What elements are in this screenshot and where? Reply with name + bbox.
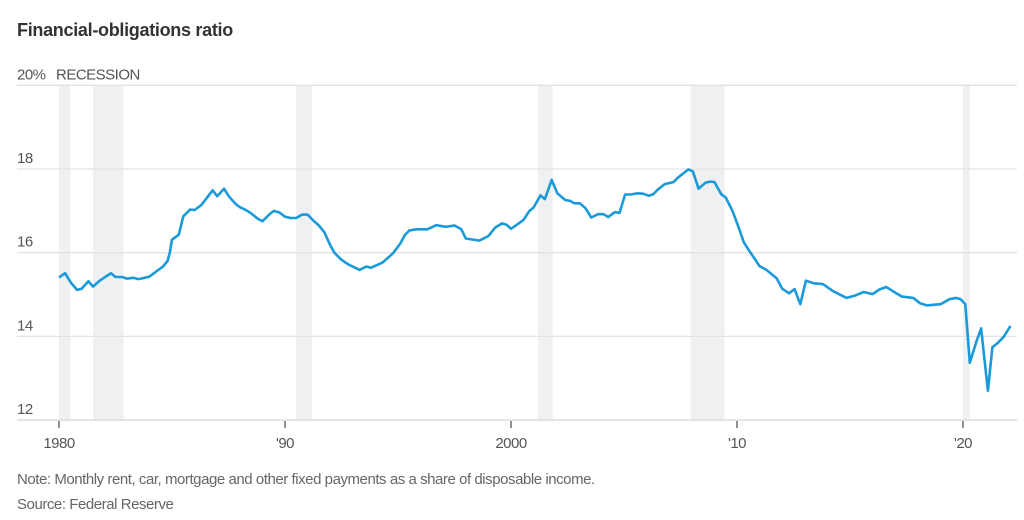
x-tick-label: 1980: [43, 435, 75, 452]
chart-title: Financial-obligations ratio: [17, 20, 233, 40]
x-tick-label: '90: [276, 435, 294, 452]
y-tick-label: 14: [17, 317, 33, 334]
x-tick-label: 2000: [495, 435, 527, 452]
chart-note: Note: Monthly rent, car, mortgage and ot…: [17, 471, 595, 488]
x-tick-label: '10: [728, 435, 746, 452]
y-tick-label: 18: [17, 150, 33, 167]
x-axis: 1980 '90 2000 '10 '20: [43, 421, 973, 452]
y-axis-labels: 12 14 16 18 20%: [17, 66, 46, 418]
y-tick-label: 12: [17, 401, 33, 418]
y-tick-label: 20%: [17, 66, 46, 83]
series-line: [58, 168, 1012, 393]
gridlines: [17, 84, 1017, 421]
legend-recession-label: RECESSION: [56, 66, 140, 83]
y-tick-label: 16: [17, 234, 33, 251]
chart-source: Source: Federal Reserve: [17, 496, 174, 513]
data-points: [58, 169, 1011, 391]
x-tick-label: '20: [954, 435, 972, 452]
